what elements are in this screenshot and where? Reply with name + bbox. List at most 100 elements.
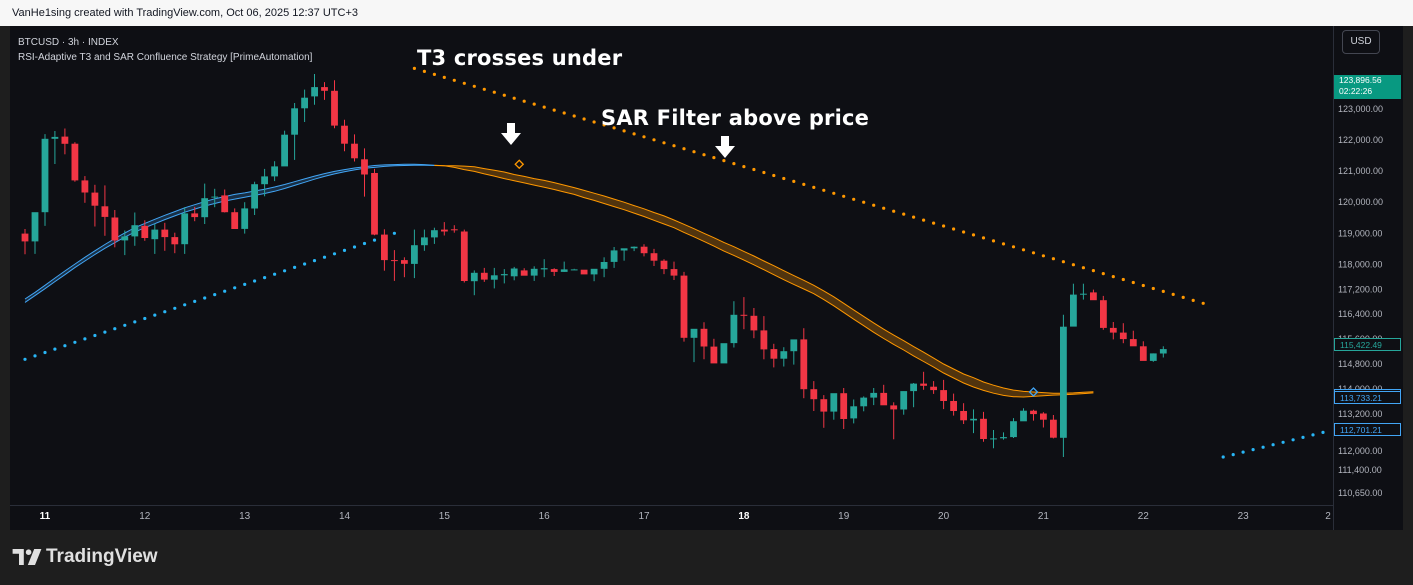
sar-dot-above bbox=[672, 144, 676, 148]
sar-dot-above bbox=[922, 218, 926, 222]
sar-dot-above bbox=[1111, 275, 1115, 279]
sar-dot-above bbox=[712, 156, 716, 160]
candle-body bbox=[1070, 294, 1077, 327]
y-tick-label: 122,000.00 bbox=[1338, 135, 1383, 145]
candle-body bbox=[181, 213, 189, 245]
sar-dot-above bbox=[1141, 283, 1145, 288]
sar-dot-below bbox=[1241, 450, 1245, 454]
sar-dot-below bbox=[183, 303, 187, 307]
candle-body bbox=[271, 166, 278, 177]
sar-dot-below bbox=[303, 262, 307, 266]
sar-dot-above bbox=[991, 239, 996, 243]
candle-body bbox=[760, 330, 768, 350]
x-tick-label: 23 bbox=[1238, 511, 1250, 522]
y-tick-label: 116,400.00 bbox=[1338, 309, 1382, 319]
y-tick-label: 120,000.00 bbox=[1338, 197, 1383, 207]
sar-dot-above bbox=[632, 132, 636, 136]
x-tick-label: 14 bbox=[339, 511, 351, 522]
strategy-label[interactable]: RSI-Adaptive T3 and SAR Confluence Strat… bbox=[18, 52, 313, 63]
sar-dot-above bbox=[662, 141, 666, 145]
candle-body bbox=[470, 272, 478, 282]
sar-dot-above bbox=[682, 147, 686, 151]
price-tag-value: 112,701.21 bbox=[1340, 424, 1382, 435]
candle-body bbox=[431, 230, 438, 238]
x-tick-label: 15 bbox=[439, 511, 451, 522]
sar-dot-below bbox=[322, 255, 327, 259]
candle-body bbox=[201, 198, 209, 218]
candle-body bbox=[620, 248, 628, 251]
sar-dot-below bbox=[342, 248, 347, 252]
sar-dot-below bbox=[293, 265, 297, 269]
sar-dot-below bbox=[73, 340, 77, 344]
sar-dot-below bbox=[123, 323, 127, 327]
x-tick-label: 21 bbox=[1038, 511, 1050, 522]
currency-button[interactable]: USD bbox=[1342, 30, 1380, 54]
sar-dot-above bbox=[981, 236, 986, 240]
candle-body bbox=[830, 393, 838, 412]
candle-body bbox=[790, 339, 798, 352]
candle-body bbox=[241, 208, 249, 229]
sar-dot-above bbox=[1051, 257, 1055, 261]
price-tag-countdown: 02:22:26 bbox=[1339, 85, 1373, 96]
candle-body bbox=[421, 237, 428, 246]
sar-dot-above bbox=[522, 99, 526, 103]
candle-body bbox=[1030, 410, 1037, 415]
sar-dot-above bbox=[592, 120, 596, 124]
sar-dot-below bbox=[63, 344, 67, 348]
candle-body bbox=[730, 314, 738, 344]
sar-dot-above bbox=[752, 167, 756, 172]
sar-dot-above bbox=[872, 203, 876, 207]
sar-dot-above bbox=[642, 135, 646, 139]
candle-body bbox=[710, 346, 718, 364]
t3-bear-band-fill bbox=[434, 165, 1094, 397]
candle-body bbox=[1020, 410, 1027, 422]
candle-body bbox=[910, 383, 917, 392]
sar-dot-above bbox=[1191, 298, 1195, 302]
sar-dot-below bbox=[1231, 453, 1235, 457]
candle-body bbox=[800, 339, 808, 390]
sar-dot-above bbox=[1161, 289, 1165, 293]
symbol-label[interactable]: BTCUSD · 3h · INDEX bbox=[18, 37, 119, 48]
sar-dot-above bbox=[1201, 301, 1205, 305]
sar-dot-above bbox=[1101, 272, 1105, 276]
candle-body bbox=[610, 250, 618, 262]
sar-dot-above bbox=[882, 206, 886, 210]
y-tick-label: 121,000.00 bbox=[1338, 166, 1383, 176]
sar-dot-below bbox=[263, 276, 267, 280]
candle-body bbox=[1119, 332, 1127, 340]
sar-dot-above bbox=[452, 78, 456, 82]
tradingview-logo[interactable]: TradingView bbox=[12, 546, 158, 568]
chart-panel[interactable]: 123,000.00 122,000.00 121,000.00 120,000.00… bbox=[10, 26, 1403, 530]
candle-body bbox=[171, 237, 179, 245]
candle-body bbox=[880, 392, 888, 406]
sar-dot-above bbox=[582, 117, 586, 121]
sar-dot-above bbox=[422, 69, 426, 73]
sar-dot-below bbox=[362, 241, 367, 246]
candle-body bbox=[900, 391, 908, 410]
x-tick-label: 19 bbox=[838, 511, 850, 522]
sar-dot-above bbox=[702, 153, 706, 157]
sar-dot-above bbox=[562, 111, 566, 115]
sar-dot-below bbox=[312, 259, 317, 263]
sar-dot-above bbox=[1001, 242, 1006, 246]
x-tick-label: 22 bbox=[1138, 511, 1150, 522]
candle-body bbox=[450, 229, 458, 231]
sar-dot-below bbox=[143, 316, 147, 321]
candle-body bbox=[530, 268, 538, 276]
chart-canvas[interactable]: 123,000.00 122,000.00 121,000.00 120,000.00… bbox=[10, 26, 1403, 530]
y-tick-label: 114,800.00 bbox=[1338, 359, 1382, 369]
candle-body bbox=[500, 274, 508, 276]
candle-body bbox=[560, 269, 568, 272]
sar-dot-above bbox=[472, 84, 476, 88]
down-arrow-icon bbox=[715, 136, 735, 158]
sar-dot-above bbox=[692, 150, 696, 154]
candle-body bbox=[940, 390, 947, 401]
candle-body bbox=[41, 138, 49, 213]
sar-dot-above bbox=[852, 197, 856, 201]
candle-body bbox=[510, 268, 518, 277]
sar-dot-below bbox=[253, 279, 257, 283]
sar-dot-above bbox=[1021, 248, 1026, 252]
tradingview-logo-text: TradingView bbox=[46, 546, 158, 567]
candle-body bbox=[720, 343, 728, 364]
candle-body bbox=[780, 351, 788, 359]
